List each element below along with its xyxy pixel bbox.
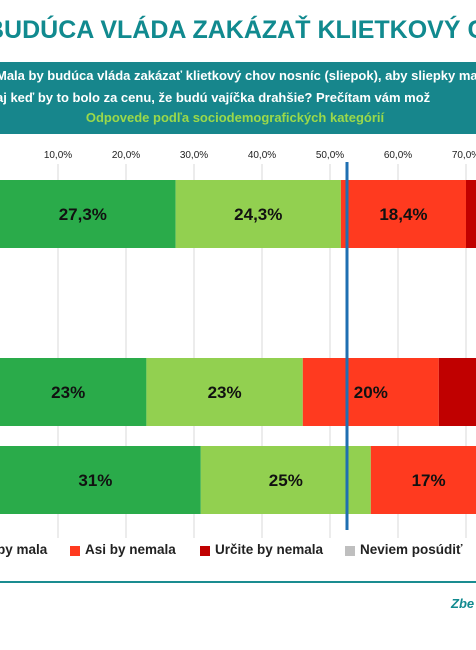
bar-segment xyxy=(200,446,371,514)
data-label: 25% xyxy=(269,471,303,490)
legend-label-dont-know: Neviem posúdiť xyxy=(360,542,463,557)
footer-divider xyxy=(0,581,476,583)
legend: by mala Asi by nemala Určite by nemala N… xyxy=(0,538,476,568)
x-tick-label: 20,0% xyxy=(112,150,140,161)
legend-swatch-rather-no xyxy=(70,546,80,556)
x-tick-label: 50,0% xyxy=(316,150,344,161)
data-label: 24,3% xyxy=(234,205,282,224)
bar-segment xyxy=(302,358,439,426)
x-tick-label: 70,0% xyxy=(452,150,476,161)
bar-segment xyxy=(466,180,476,248)
data-label: 17% xyxy=(412,471,446,490)
bar-segment xyxy=(340,180,466,248)
question-line-1: Mala by budúca vláda zakázať klietkový c… xyxy=(0,68,476,83)
question-box: Mala by budúca vláda zakázať klietkový c… xyxy=(0,62,476,134)
footer-source: Zbe xyxy=(451,596,475,611)
stacked-bar-chart: 010,0%20,0%30,0%40,0%50,0%60,0%70,0%27,3… xyxy=(0,150,476,538)
bar-segment xyxy=(0,358,147,426)
legend-label-rather-yes: by mala xyxy=(0,542,48,557)
data-label: 23% xyxy=(51,383,85,402)
bar-segment xyxy=(146,358,303,426)
data-label: 18,4% xyxy=(379,205,427,224)
bar-segment xyxy=(0,180,176,248)
legend-swatch-dont-know xyxy=(345,546,355,556)
bar-segment xyxy=(370,446,476,514)
bar-segment xyxy=(438,358,476,426)
data-label: 23% xyxy=(208,383,242,402)
legend-label-rather-no: Asi by nemala xyxy=(85,542,176,557)
bar-segment xyxy=(175,180,341,248)
question-line-2: aj keď by to bolo za cenu, že budú vajíč… xyxy=(0,90,431,105)
x-tick-label: 40,0% xyxy=(248,150,276,161)
chart-subtitle: Odpovede podľa sociodemografických kateg… xyxy=(85,110,385,125)
legend-swatch-certainly-no xyxy=(200,546,210,556)
data-label: 20% xyxy=(354,383,388,402)
x-tick-label: 10,0% xyxy=(44,150,72,161)
data-label: 27,3% xyxy=(59,205,107,224)
page-title: BUDÚCA VLÁDA ZAKÁZAŤ KLIETKOVÝ CHOV xyxy=(0,16,476,44)
x-tick-label: 60,0% xyxy=(384,150,412,161)
legend-label-certainly-no: Určite by nemala xyxy=(215,542,324,557)
bar-segment xyxy=(0,446,201,514)
data-label: 31% xyxy=(78,471,112,490)
x-tick-label: 30,0% xyxy=(180,150,208,161)
